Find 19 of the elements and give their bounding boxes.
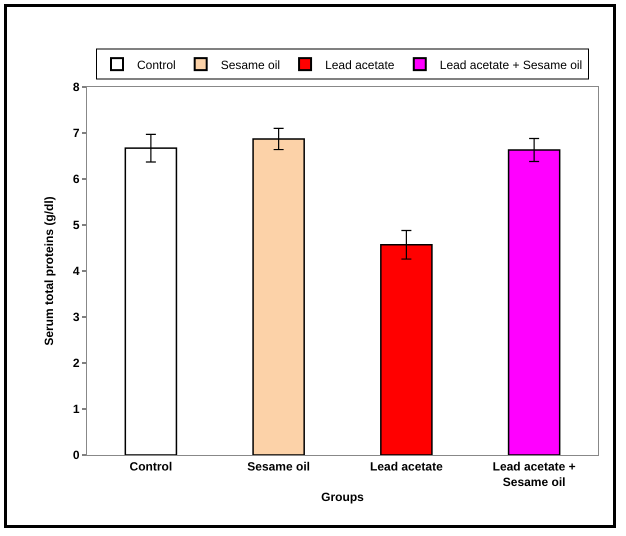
legend-label: Control [137,58,176,72]
x-axis-title: Groups [321,490,364,504]
y-tick-label: 6 [72,172,80,186]
legend-label: Sesame oil [220,58,280,72]
y-axis-title: Serum total proteins (g/dl) [42,196,56,346]
y-tick-label: 0 [72,448,80,462]
y-tick-label: 1 [72,402,80,416]
y-tick-label: 5 [72,218,80,232]
x-tick-label: Lead acetate [370,459,444,474]
legend-label: Lead acetate + Sesame oil [440,58,582,72]
y-tick-label: 8 [72,80,80,94]
y-tick-label: 4 [72,264,80,278]
x-tick-label: Sesame oil [247,459,310,474]
y-tick-label: 2 [72,356,80,370]
y-tick-label: 7 [72,126,80,140]
legend-label: Lead acetate [325,58,395,72]
x-tick-label: Control [130,459,172,474]
y-tick-label: 3 [72,310,80,324]
x-tick-label: Lead acetate + Sesame oil [492,459,576,489]
